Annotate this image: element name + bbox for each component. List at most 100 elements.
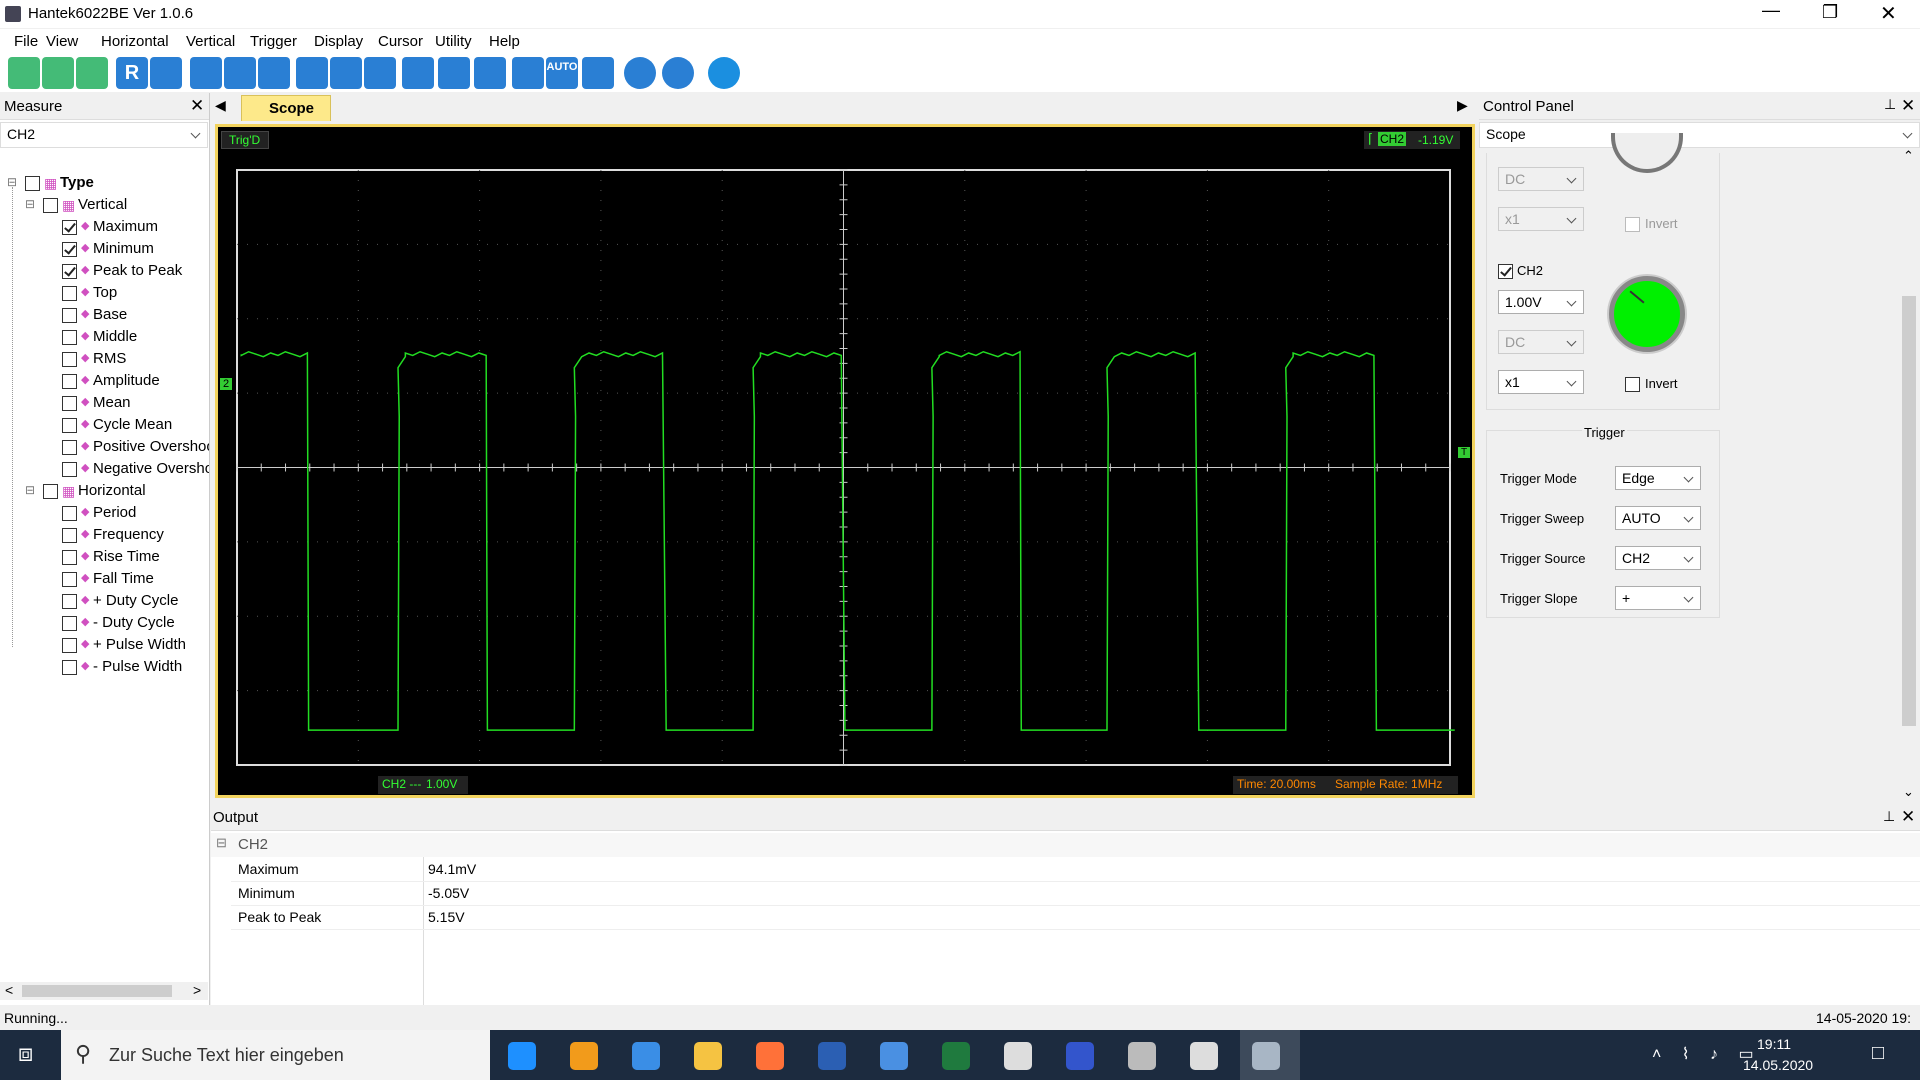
checkbox[interactable] — [62, 638, 77, 653]
checkbox[interactable] — [62, 616, 77, 631]
close-panel[interactable]: ✕ — [1901, 96, 1916, 115]
menu-item[interactable]: Display — [314, 33, 364, 50]
toolbar-button[interactable] — [76, 57, 108, 89]
menu-item[interactable]: View — [46, 33, 79, 50]
tree-root[interactable]: Type — [60, 174, 94, 191]
tree-item[interactable]: Minimum — [93, 240, 154, 257]
checkbox[interactable] — [62, 506, 77, 521]
toolbar-button[interactable] — [224, 57, 256, 89]
notifications[interactable]: □ — [1872, 1042, 1885, 1064]
ch1-probe[interactable]: x1 — [1498, 207, 1584, 231]
menu-item[interactable]: Trigger — [250, 33, 297, 50]
clock-date[interactable]: 14.05.2020 — [1743, 1057, 1814, 1073]
ch2-volts[interactable]: 1.00V — [1498, 290, 1584, 314]
taskbar-app[interactable] — [818, 1042, 846, 1070]
trigger-select[interactable]: Edge — [1615, 466, 1701, 490]
ch2-check[interactable] — [1498, 264, 1513, 279]
collapse[interactable]: ⊟ — [216, 835, 227, 850]
checkbox[interactable] — [62, 462, 77, 477]
ch1-coupling[interactable]: DC — [1498, 167, 1584, 191]
toolbar-button[interactable]: R — [116, 57, 148, 89]
checkbox[interactable] — [62, 550, 77, 565]
menu-item[interactable]: File — [14, 33, 39, 50]
tree-item[interactable]: Amplitude — [93, 372, 160, 389]
taskbar-app[interactable] — [508, 1042, 536, 1070]
scroll-thumb[interactable] — [1902, 296, 1916, 726]
tab-left[interactable]: ◀ — [215, 97, 226, 113]
checkbox[interactable] — [62, 264, 77, 279]
scroll-up[interactable]: ⌃ — [1903, 148, 1914, 163]
checkbox[interactable] — [62, 660, 77, 675]
checkbox[interactable] — [62, 352, 77, 367]
tree-item[interactable]: Middle — [93, 328, 138, 345]
tree-item[interactable]: Positive Overshoo — [93, 438, 210, 455]
start-button[interactable]: ⧈ — [18, 1040, 34, 1067]
checkbox[interactable] — [62, 594, 77, 609]
close-panel[interactable]: ✕ — [1901, 807, 1916, 826]
v-scrollbar[interactable]: ⌃ ⌄ — [1899, 148, 1919, 803]
toolbar-button[interactable]: AUTO — [546, 57, 578, 89]
maximize[interactable]: ❐ — [1822, 2, 1839, 22]
expander[interactable]: ⊟ — [25, 483, 36, 497]
taskbar-app[interactable] — [1252, 1042, 1280, 1070]
ch2-coupling[interactable]: DC — [1498, 330, 1584, 354]
toolbar-button[interactable] — [258, 57, 290, 89]
checkbox[interactable] — [62, 440, 77, 455]
tree-item[interactable]: + Duty Cycle — [93, 592, 179, 609]
scope-tab[interactable]: Scope — [241, 95, 331, 121]
taskbar-app[interactable] — [1190, 1042, 1218, 1070]
taskbar-app[interactable] — [632, 1042, 660, 1070]
pin-panel[interactable]: ⊥ — [1883, 808, 1896, 824]
tree-item[interactable]: + Pulse Width — [93, 636, 186, 653]
toolbar-button[interactable] — [662, 57, 694, 89]
tree-item[interactable]: - Pulse Width — [93, 658, 183, 675]
tree-item[interactable]: Mean — [93, 394, 131, 411]
toolbar-button[interactable] — [42, 57, 74, 89]
pin-panel[interactable]: ⊥ — [1884, 96, 1897, 112]
tray-icons[interactable]: ˄ ⌇ ♪ ▭ — [1652, 1046, 1762, 1063]
checkbox[interactable] — [62, 396, 77, 411]
ch2-invert-check[interactable] — [1625, 377, 1640, 392]
clock-time[interactable]: 19:11 — [1757, 1036, 1791, 1052]
taskbar-app[interactable] — [694, 1042, 722, 1070]
tree-group[interactable]: Horizontal — [78, 482, 146, 499]
scroll-left[interactable]: < — [5, 982, 14, 998]
tree-item[interactable]: - Duty Cycle — [93, 614, 175, 631]
toolbar-button[interactable] — [708, 57, 740, 89]
checkbox[interactable] — [62, 374, 77, 389]
tree-item[interactable]: Negative Oversho — [93, 460, 210, 477]
toolbar-button[interactable] — [474, 57, 506, 89]
toolbar-button[interactable] — [330, 57, 362, 89]
checkbox[interactable] — [25, 176, 40, 191]
checkbox[interactable] — [43, 198, 58, 213]
ch2-probe[interactable]: x1 — [1498, 370, 1584, 394]
expander[interactable]: ⊟ — [7, 175, 18, 189]
toolbar-button[interactable] — [512, 57, 544, 89]
toolbar-button[interactable] — [8, 57, 40, 89]
checkbox[interactable] — [62, 308, 77, 323]
toolbar-button[interactable] — [190, 57, 222, 89]
taskbar-app[interactable] — [942, 1042, 970, 1070]
close[interactable]: ✕ — [1880, 3, 1897, 25]
taskbar-app[interactable] — [756, 1042, 784, 1070]
tree-item[interactable]: Maximum — [93, 218, 159, 235]
trigger-select[interactable]: CH2 — [1615, 546, 1701, 570]
tab-right[interactable]: ▶ — [1457, 97, 1468, 113]
scroll-thumb[interactable] — [22, 985, 172, 997]
menu-item[interactable]: Utility — [435, 33, 472, 50]
toolbar-button[interactable] — [364, 57, 396, 89]
tree-item[interactable]: Period — [93, 504, 137, 521]
toolbar-button[interactable] — [150, 57, 182, 89]
taskbar-app[interactable] — [880, 1042, 908, 1070]
checkbox[interactable] — [62, 330, 77, 345]
toolbar-button[interactable] — [438, 57, 470, 89]
expander[interactable]: ⊟ — [25, 197, 36, 211]
active-app[interactable] — [1240, 1030, 1300, 1080]
scroll-down[interactable]: ⌄ — [1903, 784, 1914, 799]
checkbox[interactable] — [62, 220, 77, 235]
menu-item[interactable]: Help — [489, 33, 520, 50]
mode-select[interactable]: Scope — [1479, 122, 1920, 148]
minimize[interactable]: — — [1762, 0, 1780, 20]
taskbar-app[interactable] — [1004, 1042, 1032, 1070]
toolbar-button[interactable] — [624, 57, 656, 89]
